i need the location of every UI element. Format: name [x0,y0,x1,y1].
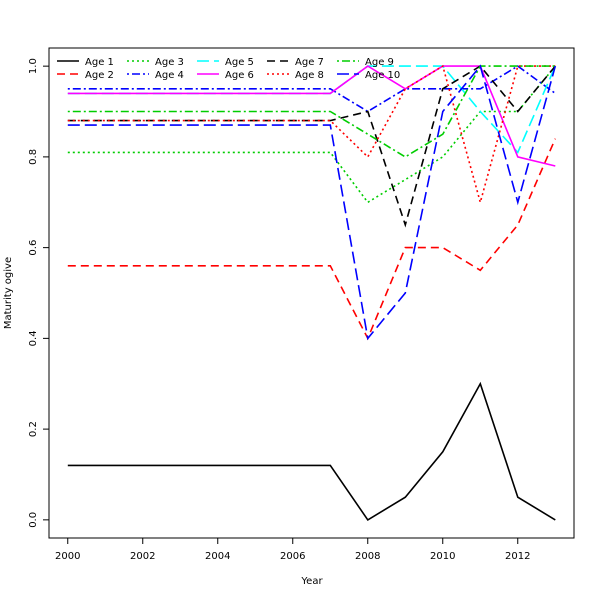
legend-item-age-9: Age 9 [337,57,394,68]
y-tick-label: 0.0 [28,512,39,528]
plot-frame [48,47,575,539]
legend-label: Age 5 [225,57,254,68]
legend-item-age-5: Age 5 [197,57,254,68]
legend-label: Age 2 [85,70,114,81]
legend-item-age-6: Age 6 [197,70,254,81]
legend-label: Age 1 [85,57,114,68]
y-tick-label: 0.4 [28,330,39,346]
legend-item-age-10: Age 10 [337,70,400,81]
y-tick-label: 0.8 [28,149,39,165]
series-line-age-7 [67,65,556,228]
legend-item-age-2: Age 2 [57,70,114,81]
y-tick-label: 1.0 [28,58,39,74]
y-tick-label: 0.6 [28,240,39,256]
legend-item-age-1: Age 1 [57,57,114,68]
x-tick-label: 2012 [505,551,530,562]
series-line-age-3 [67,65,556,204]
legend-label: Age 4 [155,70,184,81]
series-line-age-2 [67,138,557,341]
legend-item-age-3: Age 3 [127,57,184,68]
legend: Age 1 Age 2 Age 3 Age 4 Age 5 Age 6 Age 7 Age 8… [57,57,400,81]
x-axis-label: Year [300,576,323,587]
series-line-age-6 [67,65,556,167]
y-tick-label: 0.2 [28,421,39,437]
legend-label: Age 8 [295,70,324,81]
series-line-age-10 [67,64,557,341]
x-tick-label: 2008 [355,551,380,562]
x-tick-label: 2004 [205,551,230,562]
x-tick-label: 2006 [280,551,305,562]
legend-label: Age 9 [365,57,394,68]
series-line-age-1 [67,381,556,521]
x-tick-label: 2010 [430,551,455,562]
y-axis-label: Maturity ogive [3,257,14,329]
series-line-age-4 [67,65,556,113]
legend-item-age-8: Age 8 [267,70,324,81]
series-layer [67,64,557,521]
legend-item-age-4: Age 4 [127,70,184,81]
legend-label: Age 7 [295,57,324,68]
legend-label: Age 3 [155,57,184,68]
series-line-age-9 [67,65,556,158]
legend-label: Age 6 [225,70,254,81]
x-axis: 2000 2002 2004 2006 2008 2010 2012 [55,538,530,562]
legend-label: Age 10 [365,70,400,81]
legend-item-age-7: Age 7 [267,57,324,68]
y-axis: 0.0 0.2 0.4 0.6 0.8 1.0 [28,58,49,528]
x-tick-label: 2002 [130,551,155,562]
x-tick-label: 2000 [55,551,80,562]
series-line-age-8 [67,64,556,206]
